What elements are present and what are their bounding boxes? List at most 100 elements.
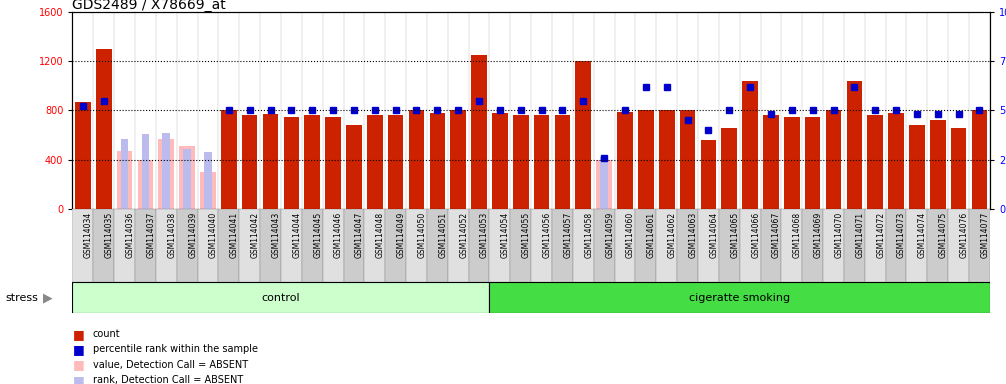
Text: GSM114047: GSM114047 [355,212,364,258]
Bar [867,115,883,209]
Text: GSM114043: GSM114043 [272,212,281,258]
Bar [117,151,133,209]
Bar [221,111,236,209]
Bar [239,209,261,282]
Bar [94,209,114,282]
Bar [448,209,469,282]
Bar [471,55,487,209]
Text: GSM114063: GSM114063 [688,212,697,258]
Bar [698,209,719,282]
Bar [408,111,425,209]
Text: GSM114065: GSM114065 [730,212,739,258]
Bar [826,111,841,209]
Text: GSM114067: GSM114067 [772,212,781,258]
Bar [343,209,364,282]
Bar [782,209,802,282]
Bar [575,61,592,209]
Text: GSM114068: GSM114068 [793,212,802,258]
Text: GSM114061: GSM114061 [647,212,656,258]
Text: GSM114064: GSM114064 [709,212,718,258]
Bar [427,209,448,282]
Bar [656,209,677,282]
Text: GSM114060: GSM114060 [626,212,635,258]
Bar [179,146,195,209]
Bar [972,111,987,209]
Bar [114,209,135,282]
Bar [142,134,149,209]
Bar [218,209,239,282]
Bar [742,81,758,209]
Bar [451,111,466,209]
Bar [677,209,698,282]
Bar [177,209,197,282]
Bar [659,111,674,209]
Text: ▶: ▶ [43,291,53,304]
Text: count: count [93,329,120,339]
Bar [510,209,531,282]
Bar [719,209,739,282]
Bar [680,111,695,209]
Text: GSM114041: GSM114041 [229,212,238,258]
Text: ■: ■ [72,343,85,356]
Bar [617,112,633,209]
Bar [601,157,608,209]
Text: GSM114076: GSM114076 [960,212,969,258]
Text: GSM114069: GSM114069 [814,212,823,258]
Bar [597,160,612,209]
Bar [138,160,153,209]
Bar [909,125,925,209]
Text: GSM114035: GSM114035 [105,212,114,258]
Text: GSM114034: GSM114034 [83,212,93,258]
Text: GSM114039: GSM114039 [188,212,197,258]
Text: GSM114077: GSM114077 [981,212,990,258]
Text: GSM114054: GSM114054 [501,212,510,258]
Bar [325,117,341,209]
Bar [534,115,549,209]
Bar [885,209,906,282]
Bar [531,209,552,282]
Text: GSM114073: GSM114073 [897,212,906,258]
Bar [761,209,782,282]
Bar [575,61,592,209]
Bar [430,113,445,209]
Text: GSM114071: GSM114071 [855,212,864,258]
Bar [305,115,320,209]
Bar [764,115,779,209]
Bar [490,209,510,282]
Bar [367,115,382,209]
Text: percentile rank within the sample: percentile rank within the sample [93,344,258,354]
Bar [846,81,862,209]
Text: GSM114044: GSM114044 [293,212,302,258]
Bar [742,125,758,209]
Bar [96,49,112,209]
Bar [200,172,215,209]
Bar [906,209,928,282]
Bar [183,149,191,209]
FancyBboxPatch shape [72,282,490,313]
Bar [615,209,636,282]
Bar [823,209,844,282]
Text: GSM114055: GSM114055 [522,212,531,258]
Bar [928,209,949,282]
Text: GSM114066: GSM114066 [751,212,761,258]
Bar [636,209,656,282]
Bar [156,209,177,282]
Bar [572,209,594,282]
Text: GSM114074: GSM114074 [917,212,927,258]
Bar [75,102,91,209]
Text: GSM114051: GSM114051 [439,212,448,258]
Bar [406,209,427,282]
Text: GSM114075: GSM114075 [939,212,948,258]
Bar [865,209,885,282]
Bar [805,117,821,209]
Text: control: control [262,293,300,303]
Bar [197,209,218,282]
Bar [513,115,528,209]
Text: GSM114046: GSM114046 [334,212,343,258]
Text: GSM114049: GSM114049 [396,212,405,258]
Text: GSM114058: GSM114058 [584,212,594,258]
Text: GSM114072: GSM114072 [876,212,885,258]
Bar [471,98,487,209]
Text: GSM114042: GSM114042 [250,212,260,258]
Bar [323,209,343,282]
